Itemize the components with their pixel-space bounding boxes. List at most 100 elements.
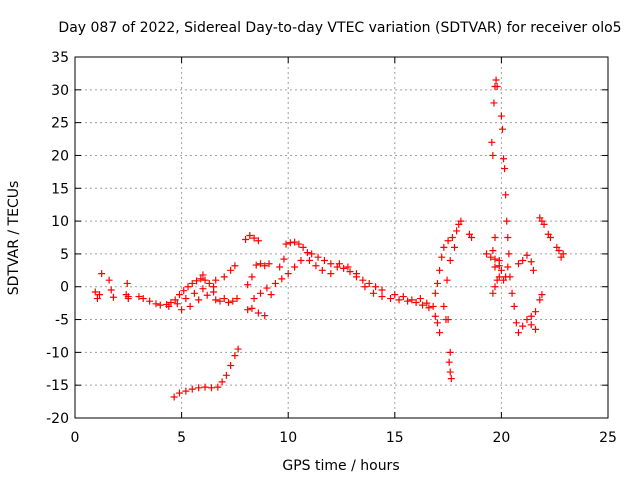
x-tick-label: 10 [279, 430, 297, 446]
data-point [227, 361, 235, 369]
data-point [98, 270, 106, 278]
data-point [450, 243, 458, 251]
data-point [495, 273, 503, 281]
data-point [267, 291, 275, 299]
data-point [540, 220, 548, 228]
data-point [201, 276, 209, 284]
data-point [175, 389, 183, 397]
y-tick-label: 30 [51, 83, 69, 99]
data-point [425, 304, 433, 312]
data-point [214, 383, 222, 391]
data-point [504, 263, 512, 271]
data-point [546, 234, 554, 241]
axis-layer: 0 5 10 15 20 25 -20 -15 -10 -5 0 5 10 15 20 25 30 35 [46, 50, 617, 446]
data-point [359, 276, 367, 284]
data-point [489, 247, 497, 255]
data-point [318, 266, 326, 274]
data-point [123, 279, 131, 287]
y-tick-label: -5 [55, 313, 69, 329]
data-point [497, 112, 505, 120]
data-point [135, 293, 143, 301]
y-tick-label: -15 [46, 378, 69, 394]
data-point [205, 279, 213, 287]
data-point [505, 250, 513, 258]
data-point [197, 275, 205, 283]
data-point [344, 263, 352, 271]
data-points [91, 76, 567, 401]
data-point [433, 319, 441, 327]
data-point [107, 286, 115, 294]
data-point [500, 155, 508, 163]
data-point [433, 279, 441, 287]
data-point [139, 295, 147, 303]
data-point [308, 250, 316, 258]
data-point [493, 83, 501, 91]
data-point [489, 151, 497, 159]
data-point [248, 304, 256, 312]
grid-layer [75, 57, 608, 418]
data-point [378, 286, 386, 294]
data-point [404, 297, 412, 305]
data-point [378, 293, 386, 301]
data-point [514, 260, 522, 268]
data-point [173, 300, 181, 308]
data-point [184, 283, 192, 291]
data-point [395, 296, 403, 304]
data-point [218, 378, 226, 386]
data-point [306, 256, 314, 264]
data-point [182, 295, 190, 303]
data-point [175, 291, 183, 299]
data-point [536, 296, 544, 304]
data-point [495, 262, 503, 270]
data-point [231, 262, 239, 270]
x-tick-label: 20 [492, 430, 510, 446]
data-point [182, 387, 190, 395]
data-point [207, 384, 215, 392]
data-point [156, 301, 164, 309]
data-point [297, 256, 305, 264]
data-point [212, 276, 220, 284]
data-point [490, 99, 498, 107]
data-point [188, 279, 196, 287]
data-point [523, 251, 531, 259]
data-point [399, 293, 407, 301]
data-point [278, 275, 286, 283]
data-point [453, 227, 461, 235]
data-point [436, 266, 444, 274]
data-point [527, 321, 535, 329]
y-axis-label: SDTVAR / TECUs [6, 181, 22, 296]
data-point [352, 270, 360, 278]
data-point [447, 375, 455, 383]
data-point [408, 296, 416, 304]
data-point [246, 232, 254, 240]
data-point [261, 312, 269, 320]
data-point [254, 309, 262, 317]
data-point [372, 283, 380, 291]
data-point [195, 384, 203, 392]
data-point [436, 329, 444, 337]
y-tick-label: 15 [51, 181, 69, 197]
y-tick-label: 10 [51, 214, 69, 230]
x-tick-label: 15 [386, 430, 404, 446]
data-point [276, 263, 284, 271]
data-point [261, 262, 269, 270]
data-point [93, 295, 101, 303]
data-point [491, 255, 499, 263]
data-point [250, 234, 258, 242]
data-point [252, 261, 260, 269]
data-point [203, 291, 211, 299]
data-point [440, 302, 448, 310]
data-point [165, 302, 173, 310]
data-point [487, 253, 495, 261]
data-point [282, 240, 290, 248]
data-point [170, 393, 178, 401]
data-point [180, 287, 188, 295]
data-point [443, 276, 451, 284]
data-point [250, 295, 258, 303]
data-point [190, 289, 198, 297]
data-point [431, 312, 439, 320]
y-tick-label: 25 [51, 116, 69, 132]
data-point [440, 243, 448, 251]
data-point [538, 291, 546, 299]
data-point [491, 283, 499, 291]
